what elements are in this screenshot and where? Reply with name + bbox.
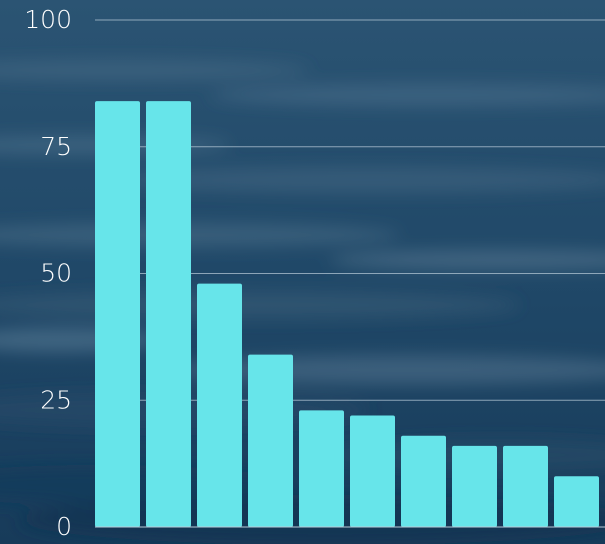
bar-4 xyxy=(248,354,293,527)
bar-8 xyxy=(452,445,497,527)
bar-6 xyxy=(350,415,395,527)
bar-10 xyxy=(554,476,599,527)
bar-9 xyxy=(503,445,548,527)
y-tick-label: 50 xyxy=(40,259,72,288)
bar-2 xyxy=(146,101,191,528)
y-tick-label: 100 xyxy=(24,5,72,34)
y-tick-label: 75 xyxy=(40,132,72,161)
y-tick-label: 25 xyxy=(40,385,72,414)
bar-3 xyxy=(197,283,242,527)
bar-1 xyxy=(95,101,140,528)
bar-7 xyxy=(401,435,446,527)
bar-5 xyxy=(299,410,344,527)
bars xyxy=(95,101,599,528)
y-axis-tick-labels: 0 25 50 75 100 xyxy=(24,5,72,541)
y-tick-label: 0 xyxy=(56,512,72,541)
